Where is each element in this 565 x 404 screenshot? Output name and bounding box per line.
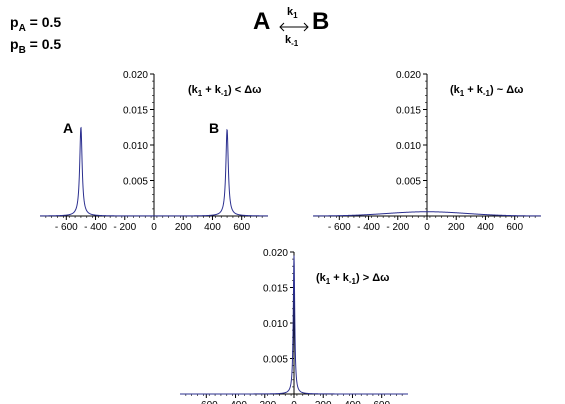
chart-1-x-tick-label: 600 (233, 222, 250, 233)
chart-2-x-tick-label: 600 (506, 222, 523, 233)
population-b-label: pB = 0.5 (10, 36, 62, 56)
chart-2-y-tick-label: 0.005 (396, 177, 421, 188)
chart-3-y-tick-label: 0.005 (263, 355, 288, 366)
chart-2-x-tick-label: - 400 (357, 222, 380, 233)
chart-1-y-tick-label: 0.005 (123, 177, 148, 188)
species-b: B (312, 8, 330, 35)
exchange-reaction: A k1 k-1 B (253, 2, 343, 50)
reverse-rate-label: k-1 (285, 34, 299, 49)
chart-1-peak-label-b: B (209, 120, 220, 136)
chart-3-y-tick-label: 0.015 (263, 284, 288, 295)
chart-3-x-tick-label: - 200 (253, 400, 276, 404)
chart-1-annotation: (k1 + k-1) < Δω (188, 84, 262, 99)
chart-1-y-tick-label: 0.010 (123, 141, 148, 152)
chart-2-annotation: (k1 + k-1) ~ Δω (450, 84, 524, 99)
chart-1-x-tick-label: - 200 (113, 222, 136, 233)
chart-1-series-line (40, 126, 268, 217)
chart-1-peak-label-a: A (63, 120, 74, 136)
chart-2-y-tick-label: 0.015 (396, 106, 421, 117)
chart-3-x-tick-label: - 400 (224, 400, 247, 404)
chart-1-x-tick-label: 200 (175, 222, 192, 233)
chart-2-x-tick-label: - 200 (386, 222, 409, 233)
chart-2-x-tick-label: 400 (477, 222, 494, 233)
chart-2-y-tick-label: 0.020 (396, 70, 421, 81)
chart-3-y-tick-label: 0.010 (263, 319, 288, 330)
chart-3-annotation: (k1 + k-1) > Δω (316, 272, 390, 287)
forward-rate-label: k1 (287, 6, 298, 21)
chart-3-x-tick-label: 400 (344, 400, 361, 404)
chart-1-x-tick-label: 0 (151, 222, 157, 233)
chart-1-y-tick-label: 0.015 (123, 106, 148, 117)
chart-1-x-tick-label: - 600 (55, 222, 78, 233)
species-a: A (253, 8, 271, 35)
chart-2-x-tick-label: 200 (448, 222, 465, 233)
chart-3-x-tick-label: - 600 (195, 400, 218, 404)
chart-3-y-tick-label: 0.020 (263, 248, 288, 259)
chart-2-y-tick-label: 0.010 (396, 141, 421, 152)
equilibrium-arrow-icon (279, 22, 309, 32)
chart-3-x-tick-label: 0 (291, 400, 297, 404)
chart-1-x-tick-label: - 400 (84, 222, 107, 233)
chart-1-x-tick-label: 400 (204, 222, 221, 233)
chart-2-series-line (313, 211, 541, 217)
chart-1-y-tick-label: 0.020 (123, 70, 148, 81)
chart-3-x-tick-label: 600 (373, 400, 390, 404)
chart-2-x-tick-label: - 600 (328, 222, 351, 233)
chart-3-x-tick-label: 200 (315, 400, 332, 404)
population-a-label: pA = 0.5 (10, 14, 62, 34)
chart-2-x-tick-label: 0 (424, 222, 430, 233)
chart-3-series-line (180, 255, 408, 395)
